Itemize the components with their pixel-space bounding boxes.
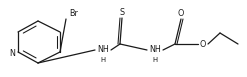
Text: O: O	[200, 40, 206, 49]
Text: NH: NH	[97, 46, 109, 55]
Text: S: S	[120, 7, 124, 16]
Text: O: O	[178, 8, 184, 17]
Text: NH: NH	[149, 46, 161, 55]
Text: N: N	[9, 49, 15, 58]
Text: Br: Br	[69, 8, 78, 17]
Text: H: H	[152, 57, 158, 63]
Text: H: H	[101, 57, 105, 63]
